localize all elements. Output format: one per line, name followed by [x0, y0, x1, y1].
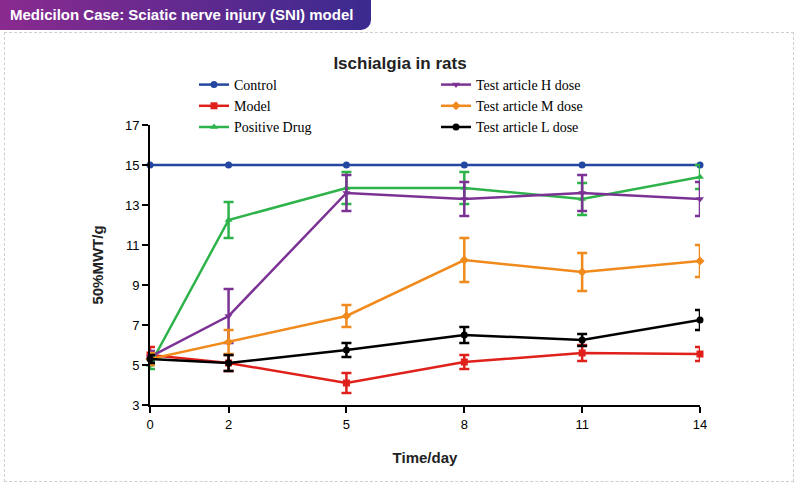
svg-text:5: 5	[343, 417, 350, 432]
svg-text:Time/day: Time/day	[393, 449, 458, 466]
svg-text:Positive Drug: Positive Drug	[234, 120, 311, 135]
svg-text:50%MWT/g: 50%MWT/g	[89, 225, 106, 304]
svg-text:Control: Control	[234, 78, 277, 93]
svg-text:Model: Model	[234, 99, 271, 114]
svg-text:Test article M dose: Test article M dose	[476, 99, 583, 114]
svg-text:Ischialgia in rats: Ischialgia in rats	[333, 54, 466, 73]
svg-text:11: 11	[126, 238, 140, 253]
svg-text:3: 3	[132, 398, 139, 413]
svg-text:11: 11	[575, 417, 589, 432]
svg-text:9: 9	[132, 278, 139, 293]
svg-text:7: 7	[132, 318, 139, 333]
svg-text:0: 0	[146, 417, 153, 432]
svg-text:15: 15	[125, 158, 139, 173]
svg-text:14: 14	[693, 417, 707, 432]
svg-text:5: 5	[132, 358, 139, 373]
svg-text:17: 17	[125, 118, 139, 133]
html-text:Medicilon Case: Sciatic nerve: Medicilon Case: Sciatic nerve injury (SN…	[10, 6, 354, 23]
svg-text:Test article L dose: Test article L dose	[476, 120, 578, 135]
svg-text:8: 8	[461, 417, 468, 432]
svg-text:Test article H dose: Test article H dose	[476, 78, 580, 93]
svg-text:2: 2	[225, 417, 232, 432]
svg-text:13: 13	[125, 198, 139, 213]
